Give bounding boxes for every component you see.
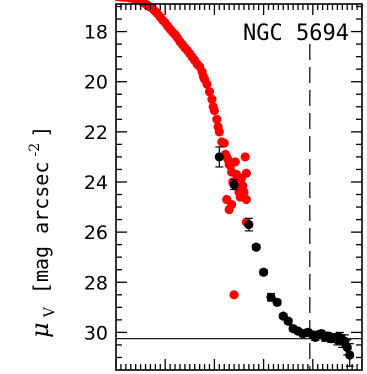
y-tick-label: 30: [84, 322, 108, 344]
data-point: [240, 152, 250, 162]
y-tick-label: 18: [84, 22, 108, 44]
y-axis-subscript: V: [42, 306, 58, 318]
data-point: [283, 316, 293, 326]
y-tick-label: 24: [84, 172, 108, 194]
data-point: [204, 87, 215, 97]
data-point: [219, 138, 229, 148]
series-1: [214, 146, 355, 367]
data-point: [241, 168, 251, 178]
chart-title: NGC 5694: [243, 21, 349, 46]
data-point: [230, 157, 240, 167]
y-axis-unit: [mag arcsec: [29, 162, 53, 294]
y-tick-label: 22: [84, 122, 108, 144]
data-point: [241, 194, 251, 205]
data-point: [345, 350, 355, 360]
data-point: [202, 79, 212, 89]
y-axis-label: μ V [mag arcsec -2 ]: [24, 126, 58, 338]
data-point: [214, 152, 224, 162]
y-axis-close-bracket: ]: [29, 126, 53, 138]
data-point: [229, 290, 239, 300]
y-axis-exponent: -2: [27, 143, 43, 157]
data-point: [239, 187, 249, 197]
data-point: [227, 199, 237, 210]
data-point: [212, 114, 222, 124]
y-axis-symbol: μ: [26, 322, 54, 338]
y-tick-label: 20: [84, 72, 108, 94]
axis-ticks: 18 20 22 24 26 28 30: [84, 4, 363, 370]
data-point: [251, 242, 261, 252]
data-point: [209, 105, 219, 116]
data-point: [207, 94, 217, 104]
data-point: [272, 297, 282, 307]
data-point: [259, 267, 269, 277]
data-point: [214, 127, 224, 137]
data-point: [244, 220, 254, 230]
svg-text:μ V [mag arcsec: μ V [mag arcsec -2 ]: [24, 126, 58, 338]
data-point: [229, 179, 239, 190]
y-tick-label: 26: [84, 222, 108, 244]
y-tick-label: 28: [84, 272, 108, 294]
